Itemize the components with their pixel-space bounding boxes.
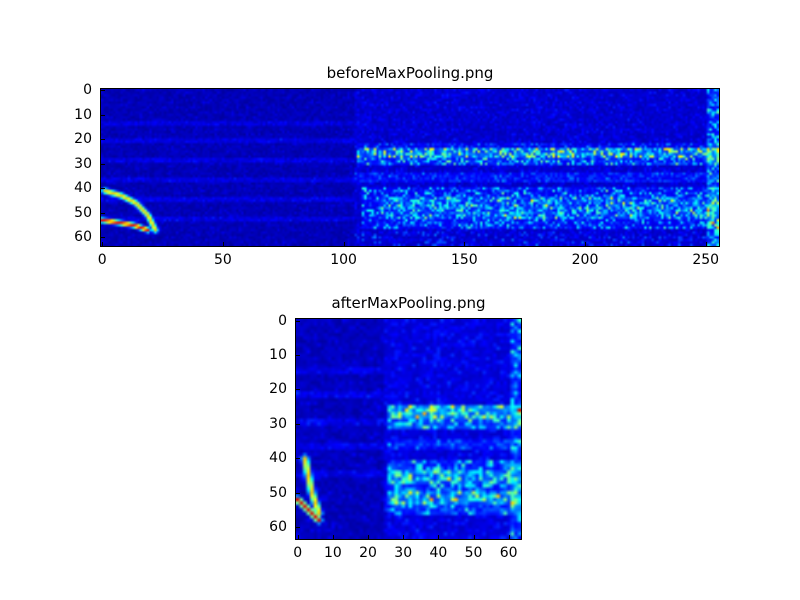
x-tick-label: 20	[359, 545, 377, 561]
x-tick-mark	[368, 535, 370, 539]
x-tick-label: 10	[323, 545, 342, 561]
x-tick-label: 50	[464, 545, 483, 561]
before-maxpooling-axes: beforeMaxPooling.png 0 50 100 150 200 250 0 10 2…	[74, 64, 720, 267]
y-tick-label: 0	[83, 82, 92, 99]
y-tick-label: 10	[74, 106, 92, 123]
x-tick-label: 40	[429, 545, 448, 561]
y-tick-label: 40	[74, 180, 92, 197]
y-tick-mark	[296, 423, 300, 425]
y-tick-label: 20	[74, 131, 92, 148]
y-tick-mark	[101, 114, 105, 116]
x-tick-label: 50	[213, 252, 232, 268]
x-tick-label: 200	[571, 252, 599, 268]
y-tick-mark	[101, 188, 105, 190]
x-tick-mark	[343, 242, 345, 246]
x-tick-mark	[438, 535, 440, 539]
y-tick-mark	[101, 163, 105, 165]
x-tick-label: 0	[293, 545, 303, 561]
y-tick-mark	[296, 458, 300, 460]
x-tick-mark	[403, 535, 405, 539]
x-tick-label: 30	[394, 545, 413, 561]
x-tick-mark	[464, 242, 466, 246]
after-maxpooling-axes: afterMaxPooling.png 0 10 20 30 40 50 60 0 10 20 30…	[269, 294, 522, 560]
before-maxpooling-title: beforeMaxPooling.png	[326, 64, 494, 82]
x-tick-mark	[297, 535, 299, 539]
x-tick-label: 0	[97, 252, 107, 268]
x-tick-label: 150	[450, 252, 478, 268]
x-tick-mark	[222, 242, 224, 246]
y-tick-mark	[101, 237, 105, 239]
x-tick-mark	[102, 242, 104, 246]
y-tick-mark	[296, 492, 300, 494]
after-maxpooling-title: afterMaxPooling.png	[331, 294, 486, 312]
before-maxpooling-heatmap	[101, 89, 719, 246]
y-tick-label: 50	[269, 484, 287, 501]
x-tick-mark	[332, 535, 334, 539]
x-tick-mark	[508, 535, 510, 539]
y-tick-label: 30	[269, 415, 287, 432]
y-tick-mark	[296, 389, 300, 391]
y-tick-mark	[296, 320, 300, 322]
y-tick-label: 60	[269, 518, 287, 535]
x-tick-label: 60	[499, 545, 518, 561]
y-tick-mark	[101, 139, 105, 141]
y-tick-mark	[101, 90, 105, 92]
x-tick-label: 100	[330, 252, 357, 268]
y-tick-label: 20	[269, 381, 287, 398]
y-tick-label: 50	[74, 204, 92, 221]
y-tick-mark	[296, 355, 300, 357]
x-tick-mark	[473, 535, 475, 539]
x-tick-mark	[705, 242, 707, 246]
x-tick-mark	[585, 242, 587, 246]
y-tick-label: 30	[74, 155, 92, 172]
y-tick-mark	[101, 212, 105, 214]
y-tick-label: 10	[269, 347, 287, 364]
x-tick-label: 250	[692, 252, 720, 268]
after-maxpooling-heatmap	[296, 319, 521, 539]
y-tick-mark	[296, 526, 300, 528]
y-tick-label: 60	[74, 229, 92, 246]
y-tick-label: 40	[269, 450, 287, 467]
y-tick-label: 0	[278, 312, 287, 329]
